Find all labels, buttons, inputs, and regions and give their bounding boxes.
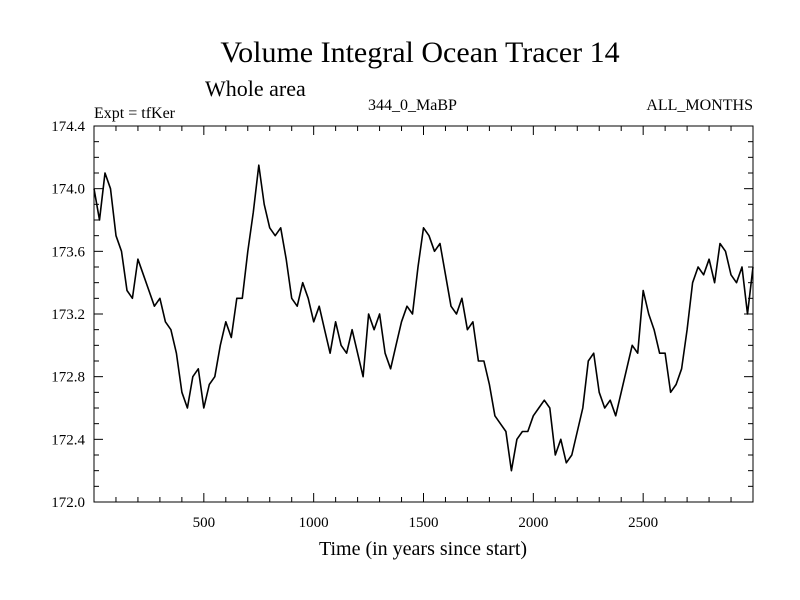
x-tick-label: 500 <box>193 515 216 531</box>
x-axis-label: Time (in years since start) <box>319 538 527 560</box>
chart-title: Volume Integral Ocean Tracer 14 <box>220 36 619 69</box>
x-tick-label: 1000 <box>299 515 329 531</box>
y-tick-label: 172.8 <box>51 370 85 386</box>
period-label: 344_0_MaBP <box>368 97 457 114</box>
y-tick-label: 174.4 <box>51 119 85 135</box>
y-tick-label: 173.6 <box>51 244 85 260</box>
x-tick-label: 2500 <box>628 515 658 531</box>
months-label: ALL_MONTHS <box>646 97 753 114</box>
x-tick-label: 1500 <box>409 515 439 531</box>
series-line <box>93 164 754 472</box>
chart-subtitle: Whole area <box>205 76 306 101</box>
plot-frame <box>93 125 754 503</box>
y-tick-label: 172.4 <box>51 432 85 448</box>
x-tick-label: 2000 <box>518 515 548 531</box>
experiment-label: Expt = tfKer <box>94 105 176 122</box>
y-tick-label: 172.0 <box>51 495 85 511</box>
y-tick-label: 174.0 <box>51 182 85 198</box>
axis-tick-labels: 500 1000 1500 2000 2500 172.0 172.4 172.8 173.2 1… <box>51 119 658 531</box>
y-tick-label: 173.2 <box>51 307 85 323</box>
axis-ticks <box>94 126 753 502</box>
